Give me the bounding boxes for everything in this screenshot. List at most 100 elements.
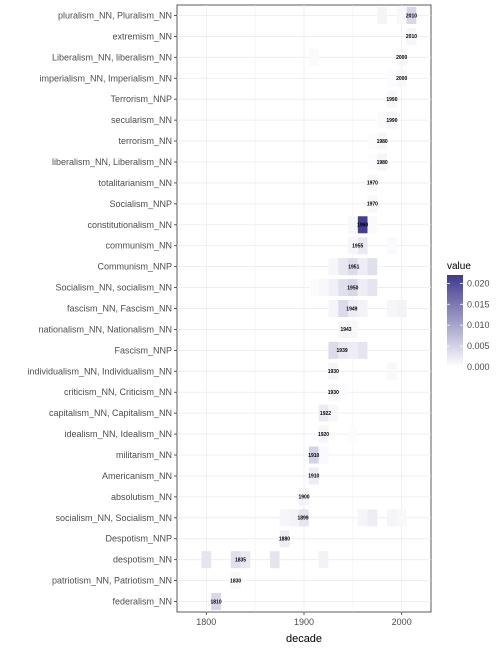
heat-cell <box>299 488 309 506</box>
y-tick-label: Liberalism_NN, liberalism_NN <box>52 52 172 62</box>
y-tick-label: socialism_NN, Socialism_NN <box>55 513 172 523</box>
heat-cell <box>357 237 368 255</box>
y-tick-label: extremism_NN <box>112 31 172 41</box>
heat-cell <box>377 132 388 150</box>
heat-cell <box>377 6 388 24</box>
y-tick-label: despotism_NN <box>113 555 172 565</box>
peak-label: 1910 <box>308 474 319 480</box>
y-tick-label: constitutionalism_NN <box>87 220 172 230</box>
peak-label: 1980 <box>377 160 388 166</box>
heat-cell <box>406 27 417 45</box>
heat-cell <box>338 300 348 317</box>
heat-cell <box>357 300 368 317</box>
heat-cell <box>347 258 358 276</box>
heat-cell <box>338 279 348 297</box>
heat-cell <box>387 237 397 255</box>
heat-cell <box>357 279 368 297</box>
heat-cell <box>347 216 358 234</box>
peak-label: 1939 <box>337 348 348 354</box>
heat-cell <box>347 279 358 297</box>
heat-cell <box>387 69 397 87</box>
peak-label: 1990 <box>386 118 397 124</box>
heat-cell <box>387 90 397 108</box>
heat-cell <box>328 300 339 317</box>
heat-cell <box>338 383 348 401</box>
heat-cell <box>396 48 407 66</box>
heat-cell <box>289 509 300 527</box>
grid <box>177 5 431 612</box>
legend-title: value <box>447 261 471 272</box>
heat-cell <box>377 111 388 129</box>
heat-cell <box>367 132 378 150</box>
heat-cell <box>357 341 368 359</box>
heat-cell <box>367 279 378 297</box>
x-axis: 1800 1900 2000 <box>196 612 412 627</box>
heat-cell <box>318 551 329 569</box>
peak-label: 1950 <box>347 285 358 291</box>
y-tick-label: individualism_NN, Individualism_NN <box>27 366 172 376</box>
legend-label: 0.005 <box>467 341 490 351</box>
legend-label: 0.020 <box>467 278 490 288</box>
heat-cell <box>328 279 339 297</box>
heat-cell <box>240 551 251 569</box>
peak-label: 1930 <box>328 390 339 396</box>
heat-cell <box>308 279 319 297</box>
heat-cell <box>367 174 378 192</box>
y-tick-label: secularism_NN <box>111 115 172 125</box>
heat-cell <box>201 551 212 569</box>
y-tick-label: capitalism_NN, Capitalism_NN <box>49 408 172 418</box>
heat-cell <box>338 320 348 338</box>
heat-cell <box>308 446 319 464</box>
y-tick-label: nationalism_NN, Nationalism_NN <box>38 324 172 334</box>
heat-cell <box>357 509 368 527</box>
legend-label: 0.015 <box>467 299 490 309</box>
y-tick-label: Communism_NNP <box>97 262 172 272</box>
peak-label: 1980 <box>377 139 388 145</box>
peak-label: 1899 <box>297 516 308 522</box>
y-tick-label: patriotism_NN, Patriotism_NN <box>52 576 172 586</box>
y-tick-label: Despotism_NNP <box>105 534 172 544</box>
legend-colorbar <box>447 275 463 367</box>
peak-label: 1830 <box>230 578 241 584</box>
peak-label: 2000 <box>396 76 407 82</box>
y-tick-label: Americanism_NN <box>102 471 172 481</box>
peak-label: 1943 <box>340 327 351 333</box>
peak-label: 1970 <box>367 202 378 208</box>
heat-cell <box>308 48 319 66</box>
heat-cell <box>328 341 339 359</box>
peak-label: 1922 <box>320 411 331 417</box>
heat-cell <box>328 404 339 422</box>
legend-label: 0.000 <box>467 362 490 372</box>
heat-cell <box>328 383 339 401</box>
y-tick-label: federalism_NN <box>112 597 172 607</box>
heat-cell <box>318 446 329 464</box>
heat-cell <box>387 509 397 527</box>
peak-label: 1951 <box>348 264 359 270</box>
y-tick-label: Socialism_NNP <box>109 199 172 209</box>
heat-cell <box>367 258 378 276</box>
x-tick-label: 2000 <box>392 617 412 627</box>
peak-label: 1835 <box>235 557 246 563</box>
heat-cell <box>347 300 358 317</box>
peak-label: 1955 <box>352 244 363 250</box>
heat-cell <box>377 153 388 171</box>
heat-cell <box>347 320 358 338</box>
peak-label: 1949 <box>346 306 357 312</box>
heat-cell <box>387 300 397 317</box>
y-tick-label: totalitarianism_NN <box>98 178 172 188</box>
peak-label: 1810 <box>211 599 222 605</box>
heat-cell <box>269 551 280 569</box>
y-tick-label: Socialism_NN, socialism_NN <box>55 283 172 293</box>
heat-cell <box>328 258 339 276</box>
legend-label: 0.010 <box>467 320 490 330</box>
peak-label: 1920 <box>318 432 329 438</box>
heat-cell <box>357 216 368 234</box>
peak-label: 1910 <box>308 453 319 459</box>
y-tick-label: liberalism_NN, Liberalism_NN <box>52 157 172 167</box>
y-tick-label: militarism_NN <box>116 450 172 460</box>
heat-cell <box>396 69 407 87</box>
heat-cell <box>396 6 407 24</box>
legend: value 0.020 0.015 0.010 0.005 0.000 <box>447 261 490 372</box>
x-tick-label: 1900 <box>294 617 314 627</box>
